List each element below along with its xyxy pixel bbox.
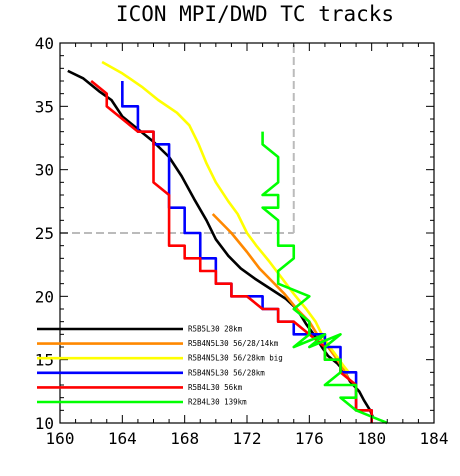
legend-label-2: R5B4N5L30 56/28km big bbox=[188, 354, 283, 363]
x-tick-label: 160 bbox=[46, 429, 75, 448]
legend: R5B5L30 28km R5B4N5L30 56/28/14km R5B4N5L3… bbox=[37, 325, 283, 407]
y-tick-label: 40 bbox=[35, 34, 54, 53]
x-tick-label: 172 bbox=[233, 429, 262, 448]
y-tick-label: 35 bbox=[35, 97, 54, 116]
track-series bbox=[67, 60, 388, 425]
x-tick-label: 180 bbox=[357, 429, 386, 448]
axis-ticks: 160 164 168 172 176 180 184 10 15 20 25 30 35 40 bbox=[35, 34, 449, 448]
y-tick-label: 10 bbox=[35, 414, 54, 433]
series-line-0 bbox=[67, 69, 375, 419]
y-tick-label: 15 bbox=[35, 351, 54, 370]
y-tick-label: 30 bbox=[35, 161, 54, 180]
reference-lines bbox=[60, 43, 295, 234]
series-line-5 bbox=[261, 131, 388, 425]
x-tick-label: 168 bbox=[170, 429, 199, 448]
legend-label-4: R5B4L30 56km bbox=[188, 383, 243, 392]
legend-label-5: R2B4L30 139km bbox=[188, 398, 247, 407]
y-tick-label: 20 bbox=[35, 287, 54, 306]
x-tick-label: 164 bbox=[108, 429, 137, 448]
x-tick-label: 184 bbox=[420, 429, 449, 448]
x-tick-label: 176 bbox=[295, 429, 324, 448]
legend-label-0: R5B5L30 28km bbox=[188, 325, 243, 334]
legend-label-3: R5B4N5L30 56/28km bbox=[188, 368, 265, 377]
y-tick-label: 25 bbox=[35, 224, 54, 243]
legend-label-1: R5B4N5L30 56/28/14km bbox=[188, 339, 279, 348]
chart-title: ICON MPI/DWD TC tracks bbox=[116, 2, 394, 26]
